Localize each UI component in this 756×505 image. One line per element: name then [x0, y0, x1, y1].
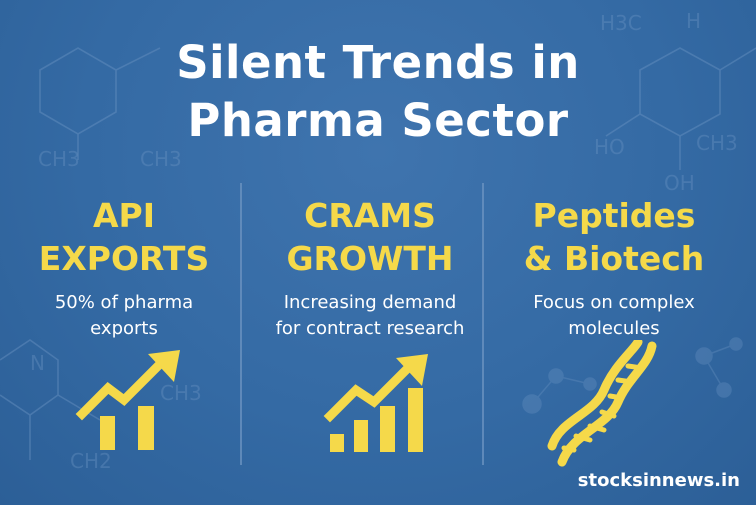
bg-glyph-oh: OH [664, 171, 695, 195]
column-subtitle: 50% of pharma exports [4, 290, 244, 342]
column-subtitle: Focus on complex molecules [494, 290, 734, 342]
title-line-2: Pharma Sector [187, 94, 569, 147]
bg-glyph-h: H [686, 9, 701, 33]
column-crams-growth: CRAMS GROWTH Increasing demand for contr… [250, 194, 490, 342]
subtitle-line-1: Focus on complex [533, 292, 695, 313]
bg-glyph-ch3-a: CH3 [38, 147, 80, 171]
bg-glyph-ch2: CH2 [70, 449, 112, 473]
subtitle-line-2: for contract research [275, 318, 465, 339]
subtitle-line-1: 50% of pharma [54, 292, 194, 313]
brand-watermark: stocksinnews.in [577, 470, 740, 491]
bar-chart-up-arrow-icon [75, 350, 180, 450]
subtitle-line-1: Increasing demand [283, 292, 457, 313]
heading-line-1: CRAMS [304, 196, 436, 235]
column-heading: CRAMS GROWTH [250, 194, 490, 280]
heading-line-2: & Biotech [523, 239, 705, 278]
page-title: Silent Trends in Pharma Sector [0, 34, 756, 150]
title-line-1: Silent Trends in [176, 36, 580, 89]
bg-glyph-n: N [30, 351, 45, 375]
subtitle-line-2: exports [90, 318, 158, 339]
heading-line-2: EXPORTS [38, 239, 210, 278]
column-api-exports: API EXPORTS 50% of pharma exports [4, 194, 244, 342]
bg-glyph-ch3-c: CH3 [696, 131, 738, 155]
column-subtitle: Increasing demand for contract research [250, 290, 490, 342]
dna-helix-icon [547, 340, 657, 467]
column-peptides-biotech: Peptides & Biotech Focus on complex mole… [494, 194, 734, 342]
heading-line-1: Peptides [532, 196, 696, 235]
bg-glyph-h3c: H3C [600, 11, 642, 35]
subtitle-line-2: molecules [568, 318, 660, 339]
divider-right [482, 183, 484, 465]
bg-glyph-ho: HO [594, 135, 625, 159]
heading-line-2: GROWTH [286, 239, 454, 278]
column-heading: API EXPORTS [4, 194, 244, 280]
bar-chart-up-arrow-icon [323, 354, 428, 452]
divider-left [240, 183, 242, 465]
bg-glyph-ch3-d: CH3 [160, 381, 202, 405]
bg-glyph-ch3-b: CH3 [140, 147, 182, 171]
heading-line-1: API [92, 196, 155, 235]
column-heading: Peptides & Biotech [494, 194, 734, 280]
